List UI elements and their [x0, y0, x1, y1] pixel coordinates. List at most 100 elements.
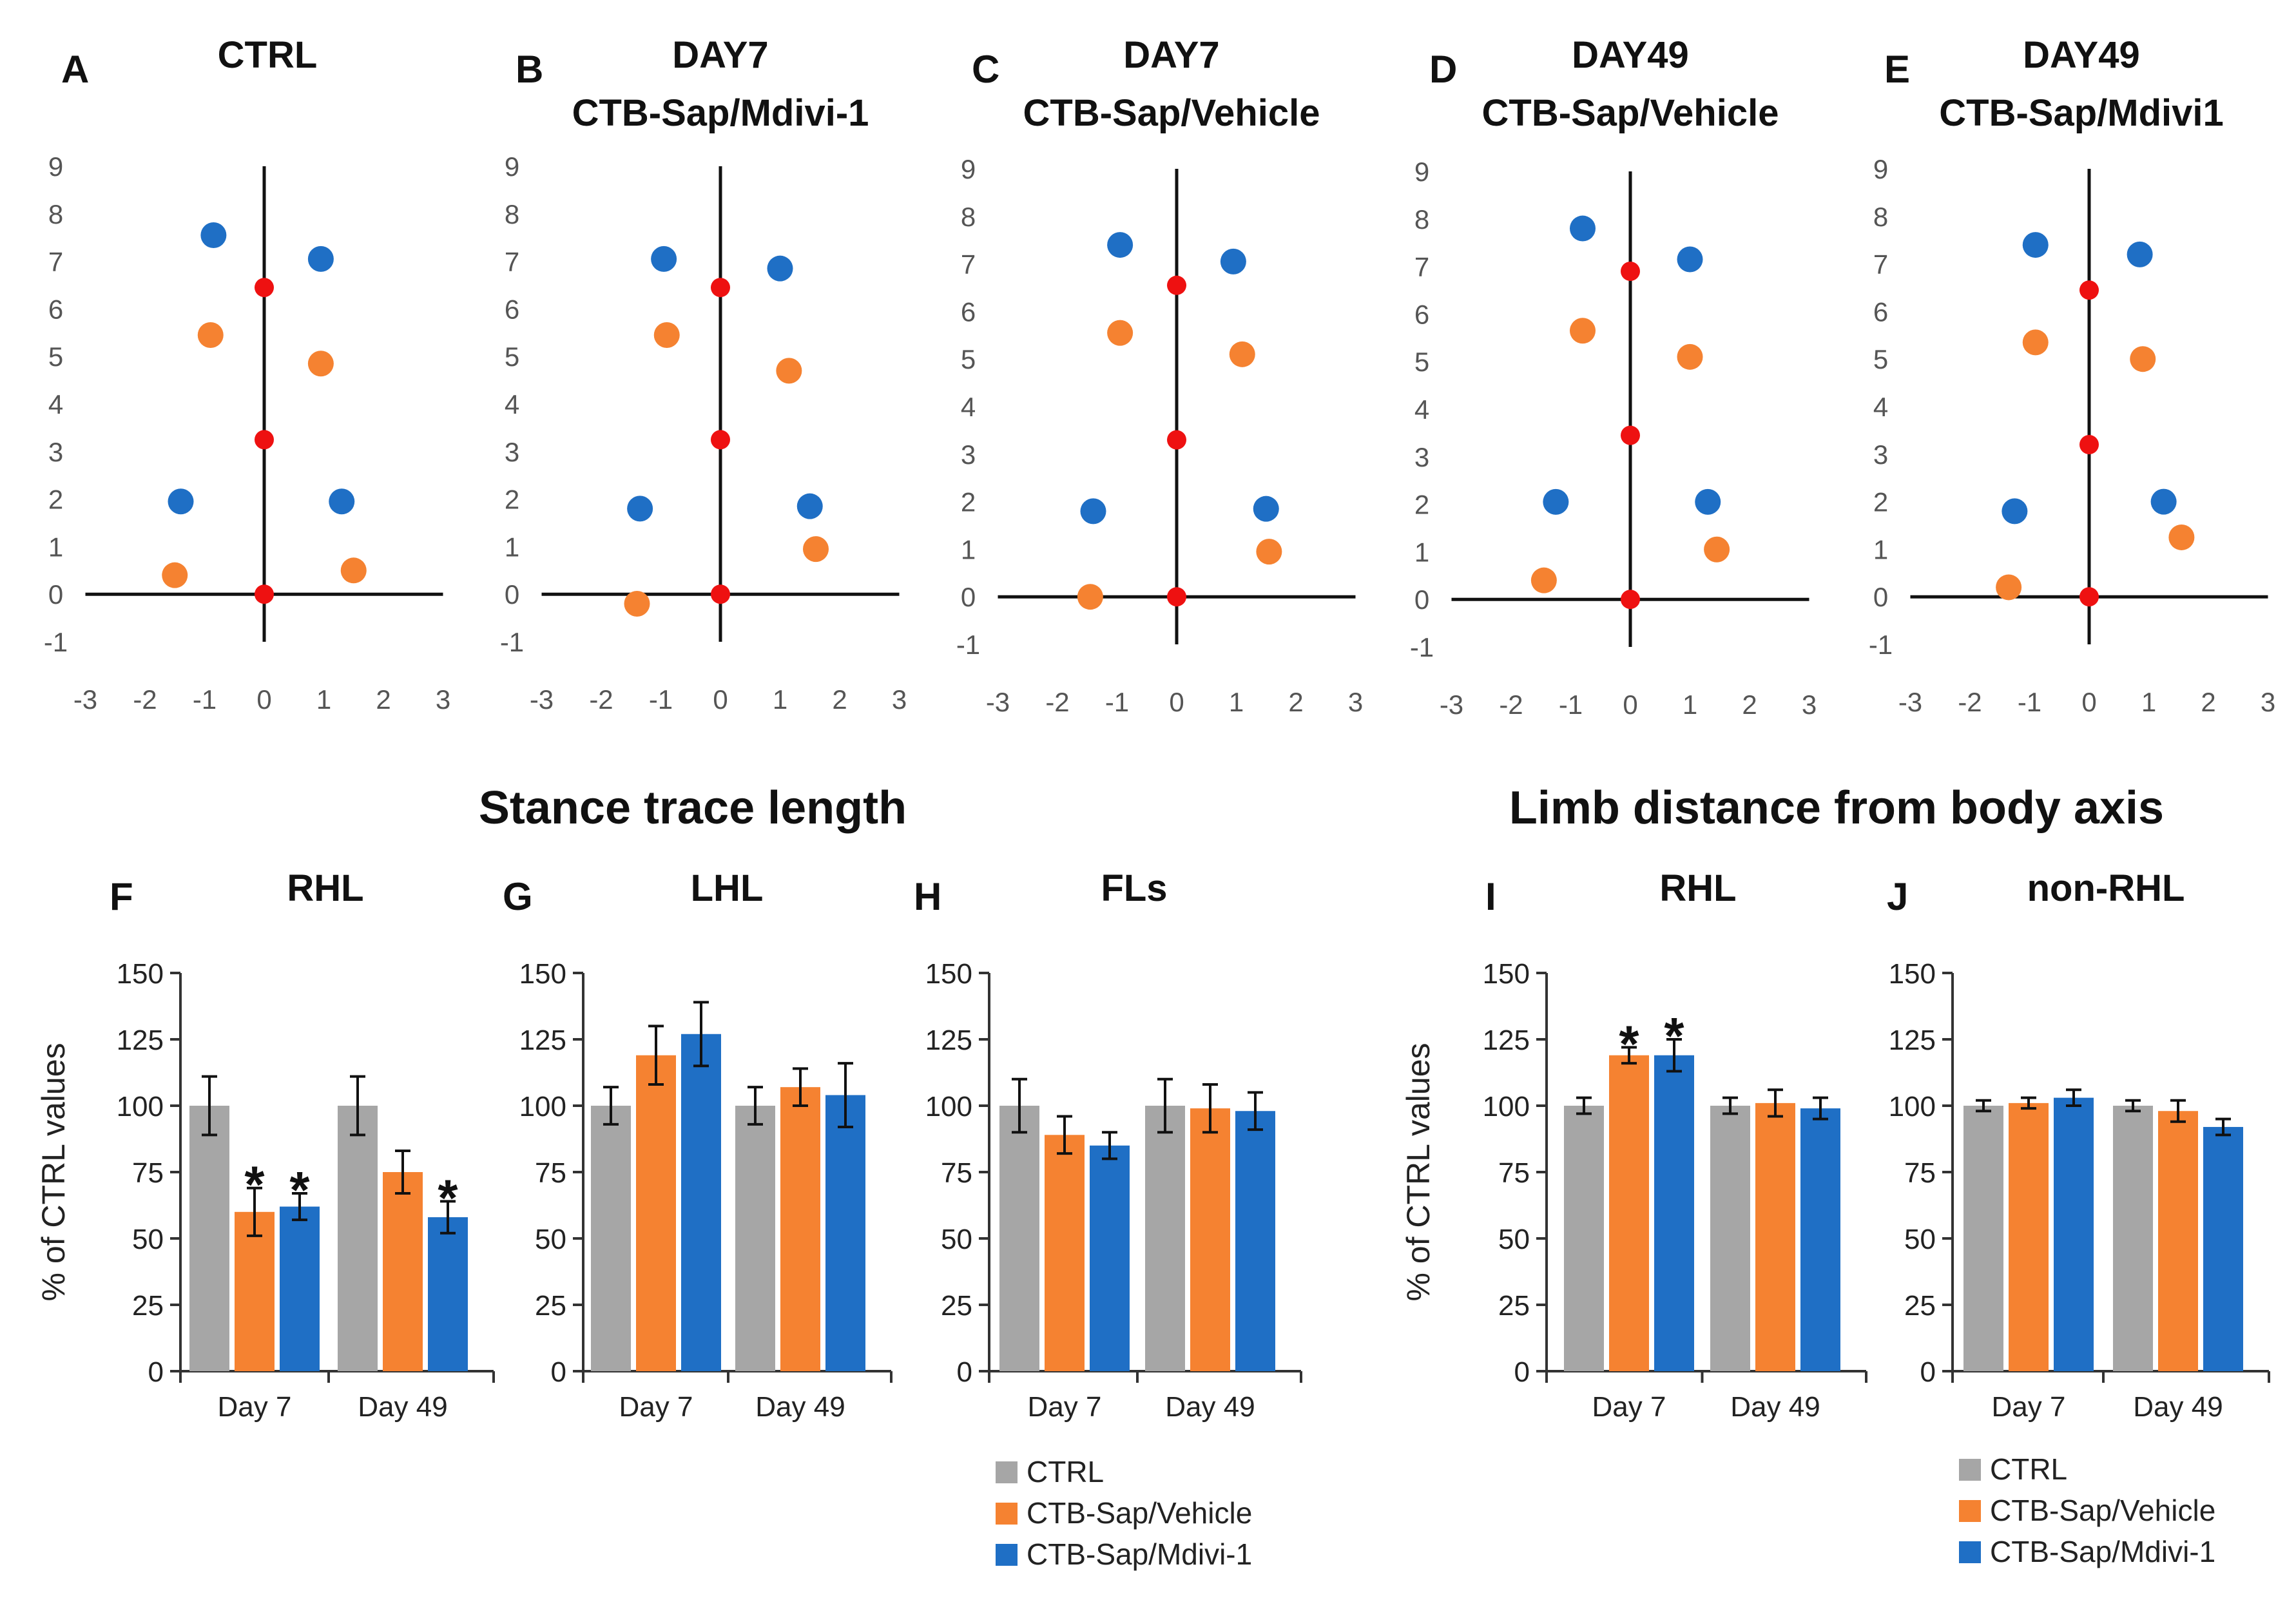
scatter-point-center [711, 584, 730, 604]
scatter-point-vehicle [307, 351, 334, 377]
bar-mdivi [1654, 1055, 1694, 1371]
bar-mdivi [2203, 1126, 2243, 1371]
scatter-panel-E: E DAY49 CTB-Sap/Mdivi1 -1 0 1 2 3 4 5 6 7 8 9 -3 -2 -1 0 1… [1869, 34, 2275, 717]
scatter-point-mdivi [2002, 498, 2028, 525]
legend-swatch-ctrl [1959, 1459, 1981, 1481]
scatter-point-center [255, 430, 274, 450]
y-tick-label: 9 [505, 151, 519, 182]
scatter-point-vehicle [1677, 343, 1703, 370]
scatter-point-mdivi [1570, 215, 1596, 242]
bar-ctrl [189, 1106, 229, 1371]
bar-mdivi [1235, 1111, 1275, 1371]
bar-vehicle [780, 1087, 820, 1371]
scatter-point-mdivi [200, 222, 227, 249]
legend-label: CTRL [1990, 1452, 2067, 1486]
scatter-point-center [2079, 587, 2099, 607]
scatter-point-vehicle [2168, 524, 2195, 550]
x-tick-label: -3 [1440, 689, 1463, 720]
y-tick-label: 150 [117, 958, 164, 990]
x-tick-label: -1 [1105, 687, 1129, 717]
scatter-point-mdivi [1543, 488, 1569, 515]
bar-ctrl [1564, 1106, 1604, 1371]
y-tick-label: 100 [1483, 1091, 1530, 1122]
panel-title: RHL [287, 867, 363, 909]
scatter-point-vehicle [2130, 346, 2156, 372]
y-tick-label: 50 [535, 1224, 566, 1255]
y-tick-label: 50 [132, 1224, 164, 1255]
legend-2: CTRL CTB-Sap/Vehicle CTB-Sap/Mdivi-1 [1959, 1452, 2215, 1568]
panel-label: J [1887, 875, 1908, 918]
y-tick-label: 0 [148, 1356, 164, 1388]
significance-star: * [1664, 1007, 1684, 1064]
bar-vehicle [1609, 1055, 1649, 1371]
panel-title: RHL [1659, 867, 1736, 909]
x-tick-label: -3 [73, 684, 97, 715]
scatter-point-mdivi [627, 496, 653, 522]
y-tick-label: 100 [117, 1091, 164, 1122]
scatter-point-vehicle [1996, 574, 2022, 601]
panel-title-line: DAY49 [2023, 34, 2140, 76]
y-tick-label: 0 [1920, 1356, 1936, 1388]
scatter-point-center [1167, 275, 1186, 295]
x-tick-label: 3 [1348, 687, 1363, 717]
y-tick-label: 5 [1873, 344, 1888, 374]
y-tick-label: 9 [1873, 154, 1888, 184]
scatter-point-mdivi [1695, 488, 1721, 515]
scatter-point-vehicle [1229, 341, 1255, 367]
x-tick-label: 2 [2201, 687, 2215, 717]
y-tick-label: 8 [961, 202, 976, 232]
y-axis-title: % of CTRL values [1400, 1043, 1436, 1301]
y-tick-label: 100 [925, 1091, 972, 1122]
y-tick-label: 6 [48, 294, 63, 324]
y-tick-label: 0 [551, 1356, 566, 1388]
panel-label: H [914, 875, 941, 918]
scatter-point-vehicle [1704, 536, 1730, 563]
scatter-panels: A CTRL -1 0 1 2 3 4 5 6 7 8 9 -3 -2 -1 0 1 2 3 B DAY7 CTB-Sap/… [44, 34, 2275, 720]
x-tick-label: 3 [2261, 687, 2275, 717]
panel-title-line: DAY49 [1572, 34, 1689, 76]
scatter-point-center [1621, 261, 1640, 281]
y-tick-label: 100 [519, 1091, 566, 1122]
y-tick-label: 2 [1873, 487, 1888, 517]
scatter-point-vehicle [2022, 329, 2049, 356]
scatter-point-vehicle [803, 536, 829, 563]
y-tick-label: 9 [1414, 157, 1429, 187]
y-tick-label: 125 [1889, 1025, 1936, 1056]
y-tick-label: 4 [505, 389, 519, 419]
scatter-point-mdivi [329, 488, 355, 515]
scatter-panel-B: B DAY7 CTB-Sap/Mdivi-1 -1 0 1 2 3 4 5 6 7 8 9 -3 -2 -1 0 1… [500, 34, 907, 715]
y-tick-label: 25 [132, 1290, 164, 1322]
bar-vehicle [383, 1172, 423, 1371]
y-tick-label: 150 [1889, 958, 1936, 990]
y-tick-label: 25 [1904, 1290, 1936, 1322]
scatter-point-vehicle [197, 322, 224, 348]
scatter-point-center [1621, 425, 1640, 445]
scatter-panel-D: D DAY49 CTB-Sap/Vehicle -1 0 1 2 3 4 5 6 7 8 9 -3 -2 -1 0… [1410, 34, 1817, 720]
scatter-point-mdivi [1677, 246, 1703, 273]
panel-label: A [61, 48, 89, 91]
y-tick-label: 75 [1498, 1157, 1530, 1189]
y-tick-label: 6 [1414, 299, 1429, 329]
scatter-point-vehicle [653, 322, 680, 348]
bar-panel-H: H FLs 0 25 50 75 100 125 150 Day 7 Day 49 [914, 867, 1302, 1423]
bar-panels: F RHL 0 25 50 75 100 125 150 Day 7 Day 49 * * * % of C… [35, 867, 2270, 1423]
y-tick-label: 0 [1873, 582, 1888, 612]
y-tick-label: 0 [1514, 1356, 1530, 1388]
panel-label: C [972, 48, 999, 91]
scatter-point-center [255, 278, 274, 298]
y-tick-label: 4 [961, 392, 976, 422]
panel-label: I [1485, 875, 1496, 918]
bar-ctrl [1710, 1106, 1750, 1371]
panel-title-line: CTB-Sap/Vehicle [1023, 92, 1320, 134]
x-tick-label: 2 [1288, 687, 1303, 717]
panel-title-line: DAY7 [672, 34, 768, 76]
y-tick-label: 4 [48, 389, 63, 419]
panel-label: E [1884, 48, 1910, 91]
x-tick-label: 0 [1623, 689, 1637, 720]
y-tick-label: 0 [505, 579, 519, 610]
y-tick-label: 8 [48, 199, 63, 229]
bar-vehicle [2009, 1102, 2049, 1371]
scatter-point-mdivi [651, 245, 677, 272]
y-tick-label: 1 [1873, 534, 1888, 564]
